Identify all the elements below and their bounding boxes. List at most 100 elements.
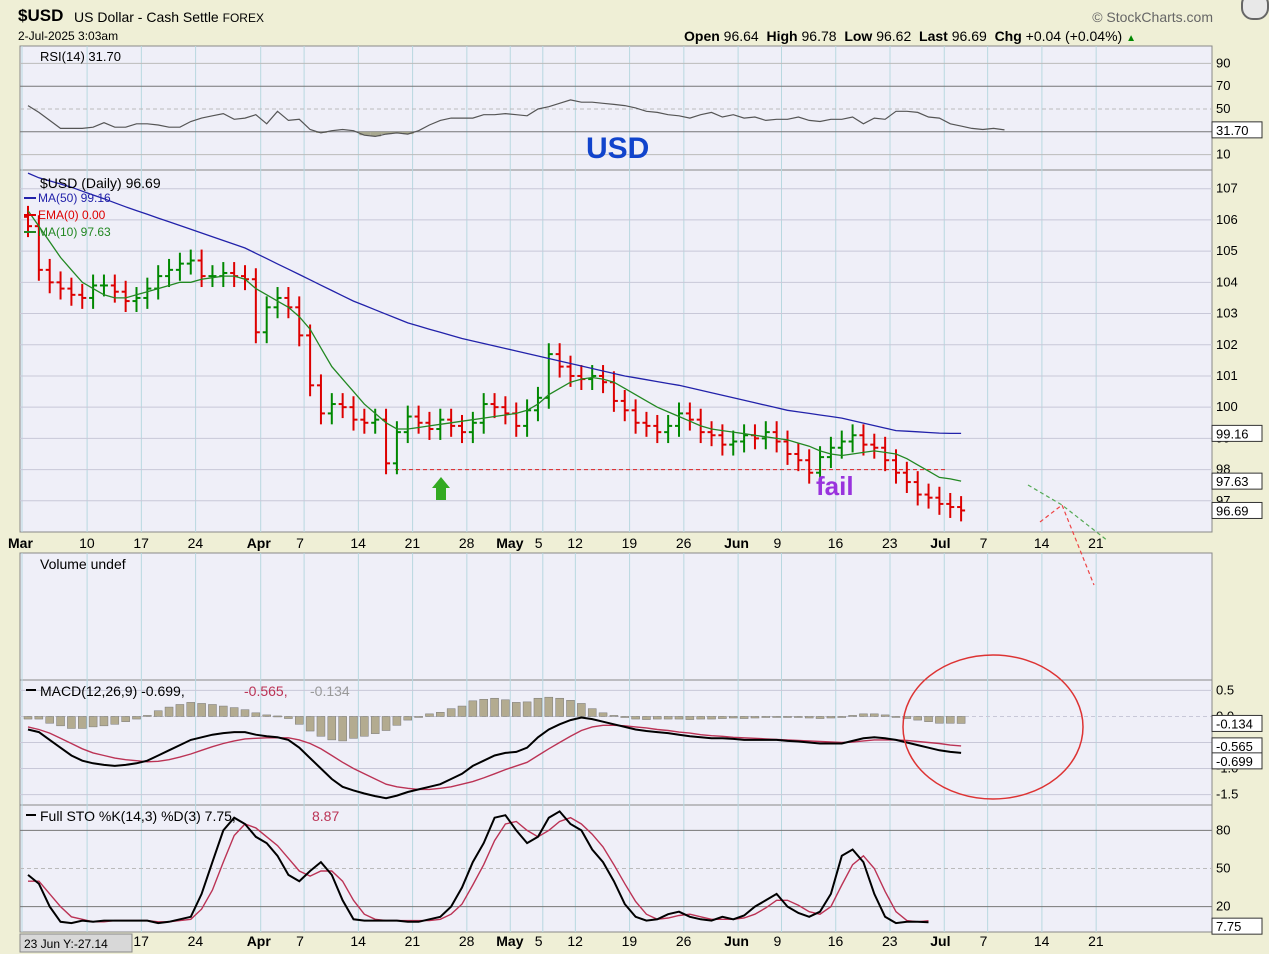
x-axis-label: Mar: [8, 535, 33, 551]
macd-hist-bar: [414, 716, 423, 718]
up-arrow-icon: [432, 477, 450, 500]
price-ytick: 100: [1216, 399, 1238, 414]
ma50-line: [27, 172, 962, 435]
rsi-last-tag-box: [1211, 121, 1263, 139]
sto-ytick: 80: [1216, 822, 1230, 837]
macd-hist-bar: [935, 716, 944, 724]
brand-watermark: © StockCharts.com: [1092, 9, 1213, 25]
macd-hist-bar: [164, 706, 174, 717]
close-button[interactable]: [1241, 0, 1269, 20]
macd-hist-bar: [153, 710, 163, 717]
rsi-ytick: 10: [1216, 147, 1230, 162]
macd-ytick: -1.5: [1216, 787, 1238, 802]
macd-hist-bar: [88, 716, 98, 728]
quote-summary: Open 96.64 High 96.78 Low 96.62 Last 96.…: [684, 28, 1136, 44]
macd-hist-bar: [826, 716, 836, 719]
ma50-last-tag: 99.16: [1216, 426, 1249, 441]
price-legend-item: MA(10) 97.63: [38, 225, 111, 239]
macd-hist-bar: [577, 703, 586, 717]
rsi-oversold-fill: [402, 131, 414, 135]
macd-hist-bar: [143, 715, 152, 717]
sto-ytick: 50: [1216, 861, 1230, 876]
macd-hist-bar: [208, 704, 217, 717]
macd-hist-bar: [739, 716, 749, 719]
macd-hist-bar: [859, 713, 868, 717]
rsi-ytick: 70: [1216, 78, 1230, 93]
macd-hist-bar: [587, 708, 597, 717]
macd-last-tag: -0.699: [1216, 754, 1253, 769]
macd-hist-bar: [761, 716, 771, 718]
macd-hist-bar: [121, 716, 130, 722]
x-axis-label: 12: [567, 535, 583, 551]
sto-legend: Full STO %K(14,3) %D(3) 7.75,: [40, 808, 236, 824]
panel-price: [19, 169, 1213, 533]
macd-hist-bar: [924, 716, 933, 722]
x-axis-label-bottom: 17: [133, 933, 149, 949]
x-axis-label: 23: [882, 535, 898, 551]
open-label: Open: [684, 28, 720, 44]
ma10-last-tag-box: [1211, 472, 1263, 490]
macd-hist-bar: [696, 716, 705, 720]
macd-hist-bar: [566, 700, 575, 717]
price-ytick: 103: [1216, 306, 1238, 321]
macd-hist-bar: [490, 697, 499, 717]
usd-annotation: USD: [586, 132, 649, 165]
macd-hist-bar: [370, 716, 380, 734]
macd-hist-bar: [229, 707, 239, 717]
macd-hist-bar: [891, 716, 901, 718]
price-ytick: 105: [1216, 243, 1238, 258]
x-axis-label-bottom: 23: [882, 933, 898, 949]
macd-hist-bar: [99, 716, 109, 727]
macd-hist-bar: [750, 716, 760, 719]
x-axis-label: Apr: [247, 535, 272, 551]
rsi-ytick: 90: [1216, 55, 1230, 70]
macd-hist-bar: [848, 715, 857, 717]
x-axis-label: 14: [1034, 535, 1050, 551]
macd-hist-bar: [110, 716, 120, 725]
macd-hist-bar: [284, 716, 293, 719]
macd-hist-bar: [67, 716, 76, 729]
macd-hist-bar: [45, 716, 54, 724]
x-axis-label-bottom: 21: [405, 933, 421, 949]
chg-value: +0.04 (+0.04%): [1025, 28, 1123, 44]
x-axis-label-bottom: 7: [296, 933, 304, 949]
macd-hist-bar: [902, 716, 912, 719]
sto-last-tag-box: [1211, 917, 1263, 935]
panel-vol: [19, 552, 1213, 681]
macd-hist-bar: [522, 701, 532, 717]
x-axis-label: 19: [622, 535, 638, 551]
fail-annotation: fail: [816, 471, 854, 501]
price-legend: $USD (Daily) 96.69: [40, 175, 161, 191]
rsi-last-tag: 31.70: [1216, 123, 1249, 138]
sto-legend-d: 8.87: [312, 808, 339, 824]
x-axis-label: Jul: [930, 535, 950, 551]
macd-hist-bar: [446, 708, 456, 717]
x-axis-label: 17: [133, 535, 149, 551]
macd-hist-bar: [262, 714, 271, 717]
macd-hist-bar: [815, 716, 825, 719]
x-axis-label-bottom: 21: [1088, 933, 1104, 949]
macd-hist-bar: [794, 716, 803, 718]
macd-hist-bar: [305, 716, 315, 732]
low-label: Low: [844, 28, 873, 44]
macd-hist-bar: [295, 716, 304, 725]
ma10-projection: [1027, 484, 1109, 542]
macd-hist-bar: [56, 716, 65, 727]
chg-label: Chg: [994, 28, 1022, 44]
macd-last-tag-box: [1211, 752, 1263, 770]
macd-hist-tag-box: [1211, 714, 1263, 732]
macd-hist-bar: [78, 716, 87, 729]
rsi-oversold-fill: [370, 131, 382, 137]
macd-hist-bar: [240, 709, 250, 717]
macd-hist-bar: [674, 716, 684, 720]
macd-hist-bar: [457, 705, 467, 717]
price-ytick: 101: [1216, 368, 1238, 383]
x-axis-label-bottom: 24: [188, 933, 204, 949]
x-axis-label: 28: [459, 535, 475, 551]
macd-hist-bar: [946, 716, 955, 724]
macd-line: [27, 716, 962, 800]
macd-hist-bar: [555, 697, 564, 717]
macd-hist-bar: [132, 716, 141, 720]
x-axis-label-bottom: Apr: [247, 933, 272, 949]
